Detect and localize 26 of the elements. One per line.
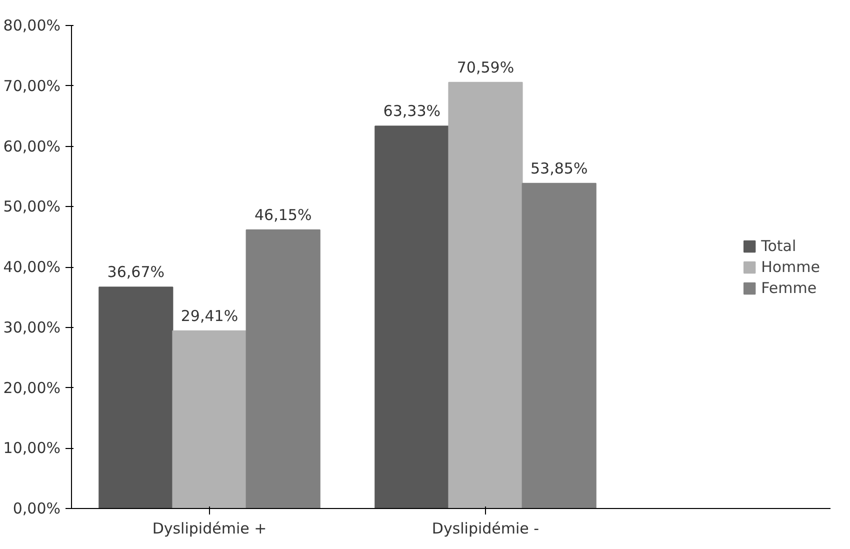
legend-label: Homme	[761, 258, 820, 276]
bar	[98, 286, 174, 508]
bar	[246, 229, 320, 508]
y-tick-label: 60,00%	[3, 137, 61, 156]
x-tick-label: Dyslipidémie +	[152, 520, 267, 538]
y-tick-label: 0,00%	[12, 500, 61, 518]
y-tick-label: 50,00%	[3, 198, 61, 216]
bar	[522, 182, 596, 508]
bar	[172, 330, 247, 508]
legend-label: Femme	[761, 278, 817, 296]
y-tick-label: 40,00%	[3, 258, 61, 276]
bar	[448, 82, 523, 508]
data-label: 36,67%	[107, 263, 165, 282]
y-tick-label: 10,00%	[3, 439, 61, 458]
data-label: 70,59%	[456, 58, 514, 76]
y-tick-label: 70,00%	[3, 76, 61, 95]
x-tick-label: Dyslipidémie -	[432, 520, 540, 538]
data-label: 53,85%	[530, 159, 588, 178]
data-label: 63,33%	[383, 102, 441, 120]
y-tick-label: 80,00%	[3, 16, 61, 34]
y-tick-label: 20,00%	[3, 378, 61, 397]
y-tick-label: 30,00%	[3, 318, 61, 336]
data-label: 46,15%	[254, 206, 312, 224]
data-label: 29,41%	[180, 306, 238, 325]
legend-label: Total	[761, 236, 796, 254]
bar	[374, 126, 450, 508]
